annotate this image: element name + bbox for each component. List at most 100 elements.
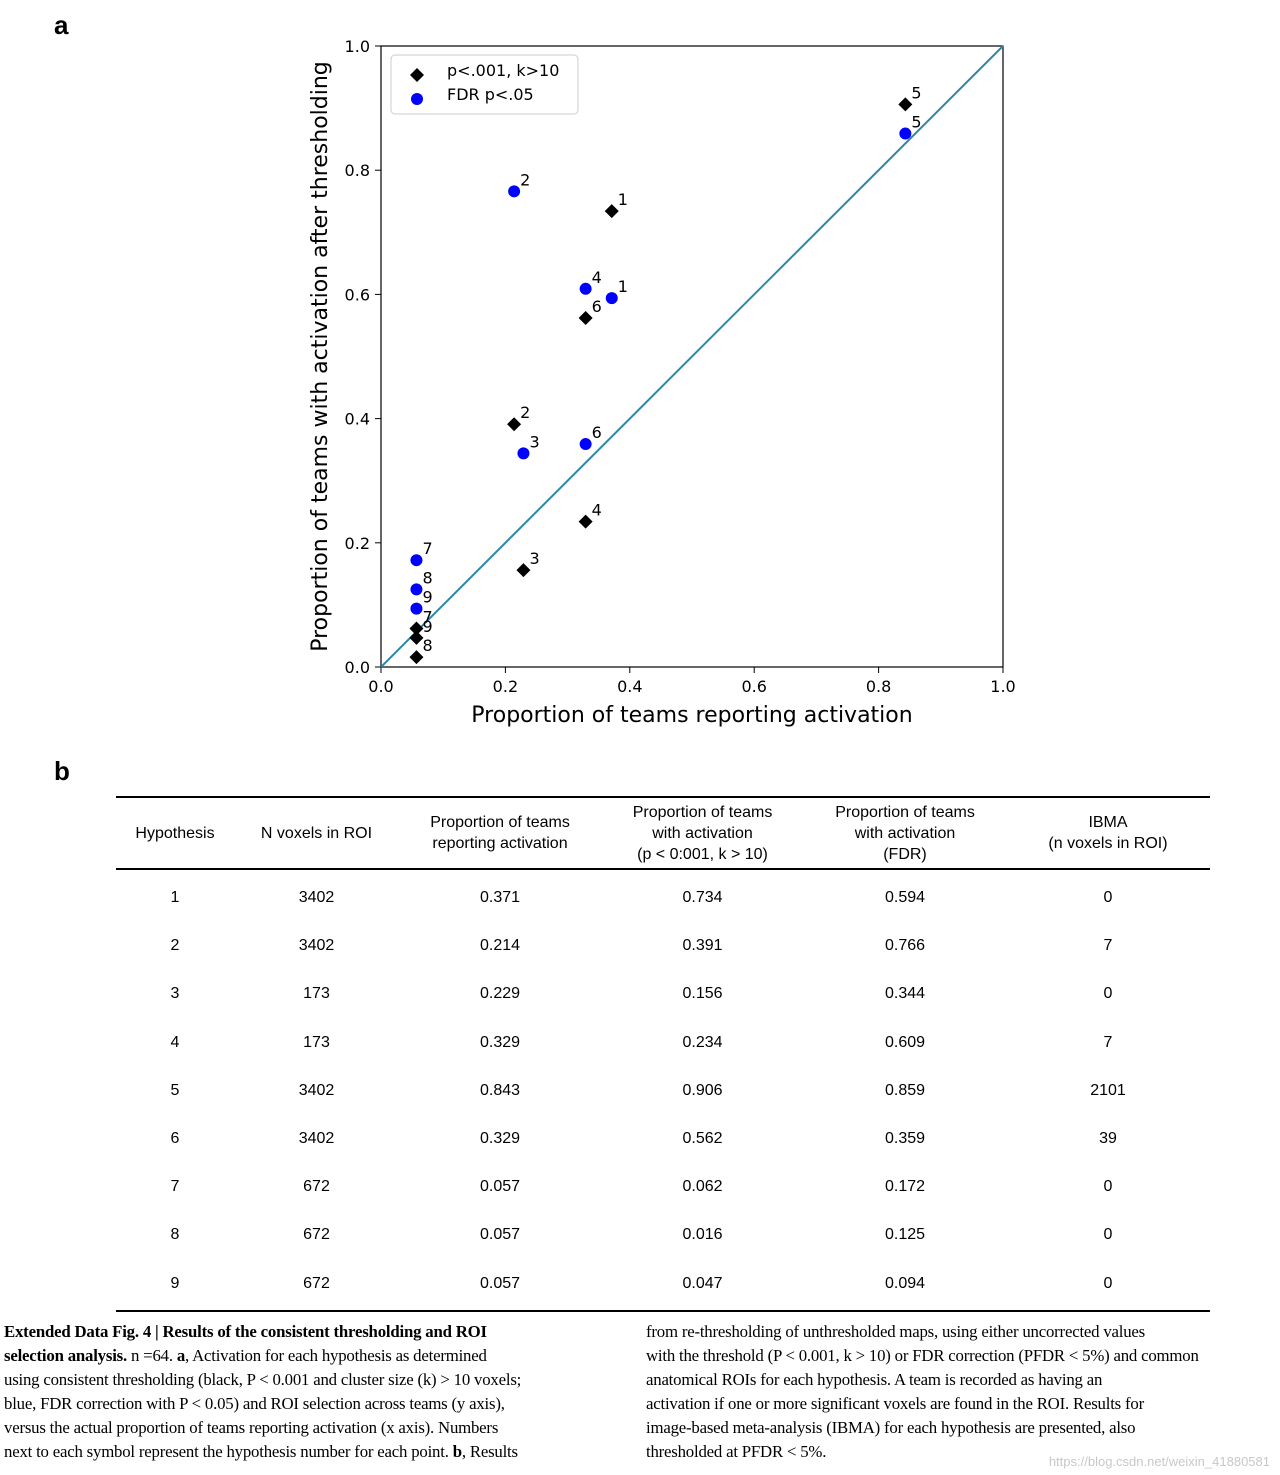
table-cell: 0.156: [682, 985, 723, 1003]
column-header-line: (FDR): [883, 845, 927, 863]
caption-segment: versus the actual proportion of teams re…: [4, 1418, 499, 1437]
caption-line: anatomical ROIs for each hypothesis. A t…: [646, 1368, 1266, 1392]
point-fdr-marker: [899, 127, 912, 140]
table-cell: 0.359: [884, 1130, 926, 1148]
point-threshold-marker: [409, 650, 424, 665]
table-cell: 0.062: [682, 1178, 723, 1196]
table-cell: 0.094: [804, 1259, 1006, 1312]
identity-line: [380, 45, 1004, 668]
column-header-line: Proportion of teams: [632, 803, 773, 821]
point-fdr-label: 9: [422, 588, 432, 607]
table-cell: 0.172: [884, 1178, 926, 1196]
caption-segment: activation if one or more significant vo…: [646, 1394, 1144, 1413]
caption-segment: using consistent thresholding (black, P …: [4, 1370, 522, 1389]
plot-frame: [380, 45, 1004, 668]
caption-segment: n =64.: [131, 1346, 177, 1365]
point-threshold-label: 8: [422, 636, 432, 655]
column-header-line: IBMA: [1088, 814, 1128, 831]
point-threshold-label: 2: [520, 403, 530, 422]
table-cell: 0.371: [479, 889, 521, 907]
table-cell: 0.859: [884, 1081, 926, 1099]
point-fdr-marker: [410, 554, 423, 567]
caption-line: next to each symbol represent the hypoth…: [4, 1440, 624, 1464]
caption-segment: , Activation for each hypothesis as dete…: [185, 1346, 487, 1365]
point-fdr-marker: [517, 447, 530, 460]
table-row: 8 672 0.057 0.016 0.125 0: [116, 1211, 1210, 1259]
table-cell: 0.125: [884, 1226, 926, 1244]
table-cell: 6: [170, 1130, 180, 1148]
caption-segment: image-based meta-analysis (IBMA) for eac…: [646, 1418, 1136, 1437]
caption-segment: a: [176, 1346, 186, 1365]
y-tick-label: 1.0: [345, 37, 370, 56]
table-cell: 0.047: [601, 1259, 804, 1312]
column-header-line: (n voxels in ROI): [1048, 835, 1168, 852]
table-row: 7 672 0.057 0.062 0.172 0: [116, 1163, 1210, 1211]
column-header: Proportion of teams reporting activation: [399, 796, 601, 870]
table-cell: 3: [170, 985, 180, 1003]
column-header-line: reporting activation: [432, 835, 568, 852]
y-tick-label: 0.8: [345, 161, 370, 180]
point-threshold-marker: [507, 417, 522, 432]
table-cell: 3402: [298, 1130, 335, 1148]
table-cell: 0.234: [682, 1033, 723, 1051]
y-tick-label: 0.6: [345, 285, 370, 304]
scatter-chart: 0.0 0.2 0.4 0.6 0.8 1.0 0.0 0.2 0.4 0.6 0.8 1.0 Prop…: [308, 37, 1016, 728]
table-cell: 0.214: [479, 937, 521, 955]
point-threshold-marker: [604, 204, 619, 219]
results-table: Hypothesis N voxels in ROI Proportion of t…: [116, 796, 1210, 1312]
table-cell: 3402: [298, 1081, 335, 1099]
point-threshold-label: 6: [592, 297, 602, 316]
point-threshold-label: 3: [529, 549, 539, 568]
figure-caption-left: Extended Data Fig. 4 | Results of the co…: [4, 1320, 624, 1464]
table-cell: 2101: [1090, 1081, 1126, 1099]
column-header: Proportion of teams with activation (p < 0…: [601, 796, 804, 870]
point-threshold-label: 7: [422, 607, 432, 626]
x-tick-label: 0.8: [866, 677, 891, 696]
table-cell: 672: [303, 1178, 330, 1196]
table-cell: 0.057: [479, 1178, 521, 1196]
table-cell: 672: [303, 1226, 330, 1244]
legend-fdr-marker: [411, 93, 423, 105]
caption-line: with the threshold (P < 0.001, k > 10) o…: [646, 1344, 1266, 1368]
table-cell: 3402: [298, 889, 335, 907]
column-header-line: Proportion of teams: [430, 814, 570, 831]
x-tick-label: 1.0: [990, 677, 1015, 696]
caption-segment: selection analysis.: [4, 1346, 131, 1365]
x-tick-label: 0.0: [368, 677, 393, 696]
caption-line: versus the actual proportion of teams re…: [4, 1416, 624, 1440]
column-header-line: Hypothesis: [135, 824, 215, 842]
table-cell: 173: [303, 985, 330, 1003]
caption-line: selection analysis. n =64. a, Activation…: [4, 1344, 624, 1368]
point-fdr-marker: [410, 583, 423, 596]
column-header: IBMA (n voxels in ROI): [1006, 796, 1210, 870]
point-threshold-label: 5: [911, 83, 921, 102]
legend-box: [390, 54, 579, 115]
y-tick-label: 0.0: [345, 658, 370, 677]
point-threshold-marker: [409, 621, 424, 636]
column-header-line: with activation: [652, 824, 753, 842]
caption-segment: from re-thresholding of unthresholded ma…: [646, 1322, 1146, 1341]
table-cell: 0.329: [479, 1130, 521, 1148]
caption-line: using consistent thresholding (black, P …: [4, 1368, 624, 1392]
point-threshold-marker: [578, 514, 593, 529]
panel-label-b: b: [54, 756, 70, 786]
table-cell: 39: [1099, 1130, 1117, 1148]
table-row: 9 672 0.057 0.047 0.094 0: [116, 1259, 1210, 1312]
panel-label-a: a: [54, 10, 69, 40]
table-cell: 7: [170, 1178, 180, 1196]
point-threshold-marker: [516, 563, 531, 578]
caption-line: Extended Data Fig. 4 | Results of the co…: [4, 1320, 624, 1344]
caption-line: thresholded at PFDR < 5%.: [646, 1440, 1266, 1464]
table-cell: 0: [1103, 889, 1113, 907]
legend-threshold-label: p<.001, k>10: [447, 61, 559, 80]
figure-caption-right: from re-thresholding of unthresholded ma…: [646, 1320, 1266, 1464]
table-cell: 0.229: [479, 985, 521, 1003]
legend-fdr-label: FDR p<.05: [447, 85, 534, 104]
caption-line: image-based meta-analysis (IBMA) for eac…: [646, 1416, 1266, 1440]
table-cell: 0.391: [682, 937, 723, 955]
point-fdr-label: 1: [618, 277, 628, 296]
table-cell: 0: [1103, 985, 1113, 1003]
table-row: 2 3402 0.214 0.391 0.766 7: [116, 922, 1210, 970]
point-fdr-label: 8: [422, 568, 432, 587]
table-cell: 672: [234, 1259, 399, 1312]
